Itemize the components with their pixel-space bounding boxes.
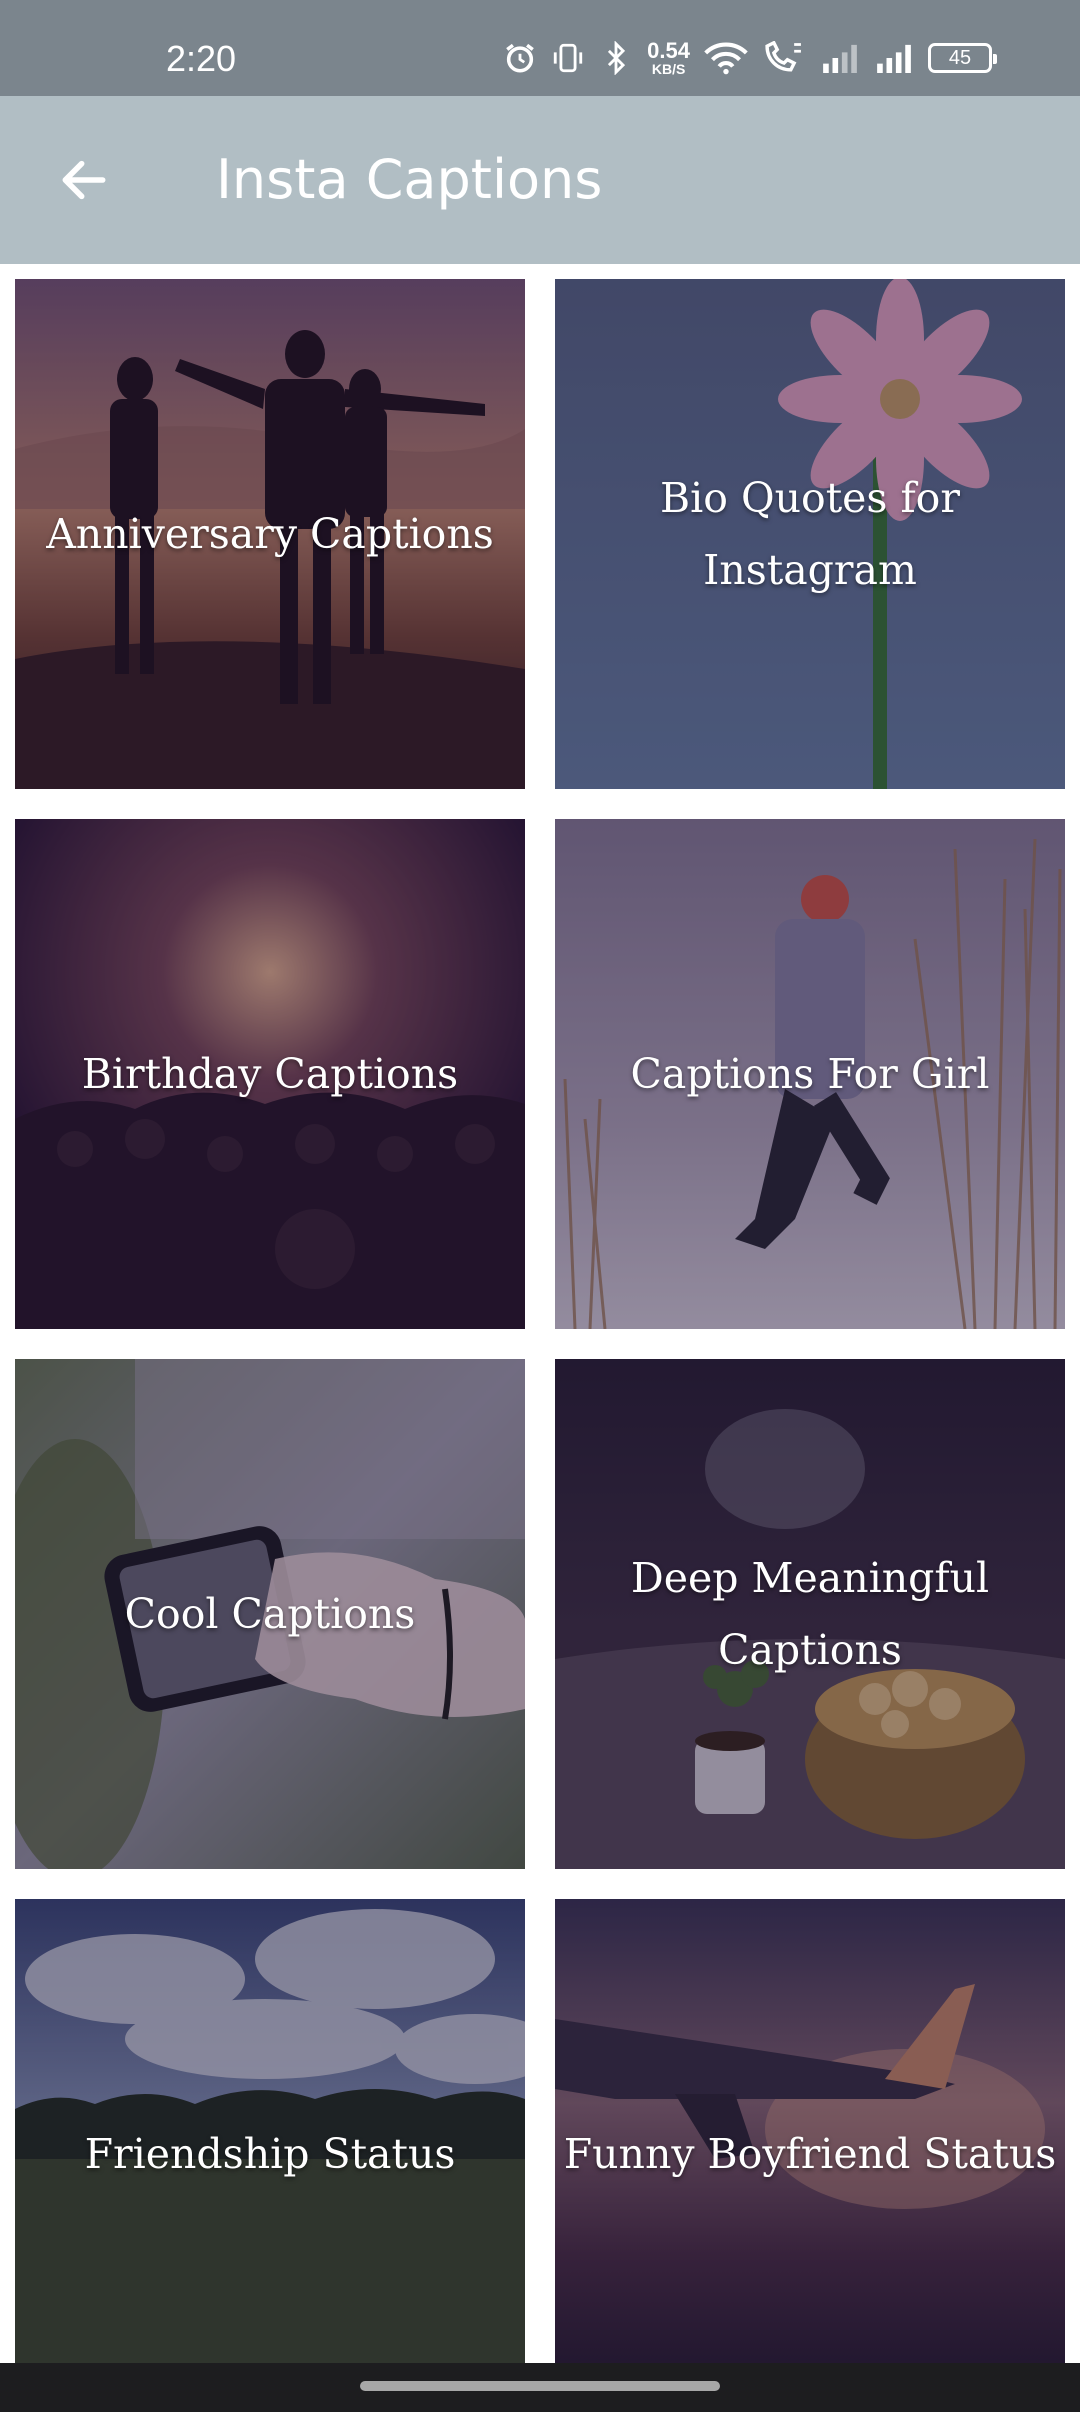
net-speed-value: 0.54 [647,38,690,63]
page-title: Insta Captions [216,148,603,211]
category-tile-funny-boyfriend-status[interactable]: Funny Boyfriend Status [555,1899,1065,2363]
category-tile-cool-captions[interactable]: Cool Captions [15,1359,525,1869]
battery-icon: 45 [928,43,997,73]
category-grid: Anniversary Captions Bio Quotes for Inst… [0,278,1080,2363]
category-label: Bio Quotes for Instagram [660,474,960,594]
app-bar [0,96,1080,264]
category-label: Deep Meaningful Captions [630,1554,990,1674]
tile-photo [15,279,525,789]
status-time: 2:20 [166,38,237,79]
battery-level: 45 [948,46,972,69]
net-speed: 0.54 KB/S [647,38,690,77]
category-tile-deep-meaningful-captions[interactable]: Deep Meaningful Captions [555,1359,1065,1869]
category-tile-anniversary[interactable]: Anniversary Captions [15,279,525,789]
tile-photo [15,1899,525,2363]
signal-icon [877,44,911,73]
status-bar: 2:20 0.54 KB/S 45 [0,0,1080,96]
system-nav-bar [0,2363,1080,2412]
category-label: Friendship Status [84,2130,456,2178]
category-label: Birthday Captions [81,1050,459,1098]
net-speed-unit: KB/S [651,61,686,77]
arrow-left-icon [62,160,106,200]
category-label: Anniversary Captions [46,510,494,558]
category-tile-captions-for-girl[interactable]: Captions For Girl [555,819,1065,1329]
tile-photo [555,1899,1065,2363]
wifi-icon [704,42,748,75]
tile-photo [555,1359,1065,1869]
vibrate-icon [554,43,583,73]
alarm-icon [506,43,534,73]
status-icons: 0.54 KB/S 45 [503,36,997,80]
signal-icon [823,44,857,73]
tile-photo [555,279,1065,789]
category-label: Captions For Girl [630,1050,990,1098]
call-icon [765,41,801,72]
tile-photo [555,819,1065,1329]
category-tile-bio-quotes[interactable]: Bio Quotes for Instagram [555,279,1065,789]
bluetooth-icon [608,41,626,75]
home-indicator[interactable] [360,2381,720,2391]
category-tile-birthday[interactable]: Birthday Captions [15,819,525,1329]
category-label: Funny Boyfriend Status [563,2130,1057,2178]
category-tile-friendship-status[interactable]: Friendship Status [15,1899,525,2363]
tile-photo [15,1359,525,1869]
tile-photo [15,819,525,1329]
back-button[interactable] [40,136,128,224]
category-label: Cool Captions [124,1590,416,1638]
